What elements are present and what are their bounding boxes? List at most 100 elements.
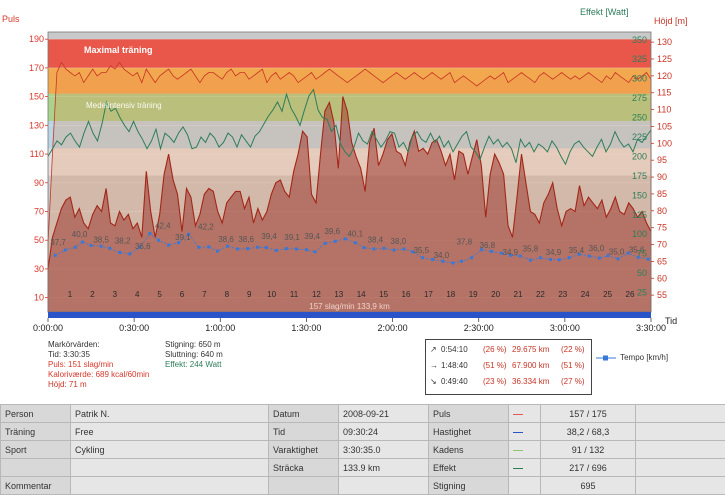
height-axis-label: Höjd [m] — [654, 16, 688, 26]
effect-tick-label: 325 — [632, 54, 647, 64]
summary-stat-cell: 157 / 175 — [540, 404, 636, 423]
stats-pct2: (22 %) — [561, 345, 585, 354]
lap-number: 11 — [290, 290, 299, 299]
lap-number: 9 — [247, 290, 252, 299]
effect-tick-label: 225 — [632, 132, 647, 142]
tempo-point — [294, 247, 298, 251]
tempo-label: 38,5 — [93, 235, 109, 244]
climb-text: Stigning: 650 m — [165, 340, 221, 349]
tempo-legend-icon — [596, 355, 616, 361]
effect-tick-label: 50 — [637, 268, 647, 278]
lap-number: 12 — [312, 290, 321, 299]
stats-pct: (23 %) — [483, 377, 507, 386]
tempo-label: 40,1 — [347, 229, 363, 238]
marker-height: Höjd: 71 m — [48, 380, 87, 389]
height-tick-label: 105 — [657, 121, 672, 131]
summary-label-cell: Stigning — [428, 476, 509, 495]
summary-label-cell: Tid — [268, 422, 339, 441]
tempo-legend: Tempo [km/h] — [596, 353, 668, 362]
height-tick-label: 55 — [657, 290, 667, 300]
summary-value-cell — [70, 476, 269, 495]
x-tick-label: 0:00:00 — [33, 323, 63, 333]
height-tick-label: 70 — [657, 240, 667, 250]
height-tick-label: 60 — [657, 273, 667, 283]
tempo-point — [577, 252, 581, 256]
tempo-point — [256, 245, 260, 249]
tempo-point — [402, 247, 406, 251]
height-tick-label: 65 — [657, 256, 667, 266]
summary-table: Person Patrik N. Datum 2008-09-21 Puls 157 / … — [0, 404, 725, 495]
summary-stat-cell: 91 / 132 — [540, 440, 636, 459]
height-tick-label: 100 — [657, 138, 672, 148]
tempo-point — [459, 259, 463, 263]
summary-label-cell: Hastighet — [428, 422, 509, 441]
summary-row: Kommentar Stigning 695 — [0, 476, 725, 495]
stats-dist: 29.675 km — [512, 345, 550, 354]
height-tick-label: 110 — [657, 105, 671, 115]
summary-value-cell: 3:30:35.0 — [338, 440, 429, 459]
zone-band — [48, 39, 651, 68]
zone-label: Medelintensiv träning — [86, 101, 162, 110]
effect-text: Effekt: 244 Watt — [165, 360, 222, 369]
lap-number: 15 — [379, 290, 388, 299]
summary-label-cell: Sträcka — [268, 458, 339, 477]
tempo-label: 36,0 — [589, 244, 605, 253]
stats-time: 0:49:40 — [441, 377, 468, 386]
effect-tick-label: 200 — [632, 151, 647, 161]
tempo-point — [431, 258, 435, 261]
height-tick-label: 75 — [657, 223, 667, 233]
height-tick-label: 120 — [657, 71, 672, 81]
lap-number: 10 — [267, 290, 276, 299]
arrow-right-icon: → — [430, 361, 438, 370]
training-chart: 37,7 40,0 38,5 38,2 36,6 42,4 39,1 42,2 38,6 38,6… — [2, 7, 688, 333]
tempo-point — [372, 247, 376, 251]
height-tick-label: 85 — [657, 189, 667, 199]
tempo-point — [470, 256, 474, 260]
stats-row-flat: → 1:48:40 (51 %) 67.900 km (51 %) — [426, 361, 591, 373]
tempo-point — [246, 247, 250, 251]
tempo-label: 42,4 — [155, 222, 171, 231]
pulse-area — [48, 96, 651, 312]
summary-row: Sträcka 133.9 km Effekt 217 / 696 — [0, 458, 725, 477]
lap-number: 5 — [157, 290, 162, 299]
tempo-label: 36,8 — [480, 241, 496, 250]
tempo-point — [63, 248, 67, 252]
summary-empty-cell — [635, 476, 725, 495]
lap-number: 24 — [581, 290, 590, 299]
summary-color-marker — [508, 476, 541, 495]
stats-row-down: ↘ 0:49:40 (23 %) 36.334 km (27 %) — [426, 377, 591, 389]
tempo-point — [148, 232, 152, 236]
tempo-label: 35,4 — [569, 246, 585, 255]
summary-value-cell — [338, 476, 429, 495]
lap-number: 17 — [424, 290, 433, 299]
tempo-point — [392, 248, 396, 252]
height-tick-label: 90 — [657, 172, 667, 182]
lap-number: 19 — [469, 290, 478, 299]
stats-pct: (51 %) — [483, 361, 507, 370]
summary-value-cell: 2008-09-21 — [338, 404, 429, 423]
stats-time: 1:48:40 — [441, 361, 468, 370]
tempo-label: 39,4 — [261, 232, 277, 241]
x-tick-label: 3:30:00 — [636, 323, 666, 333]
y-tick-label: 90 — [34, 178, 44, 188]
marker-pulse: Puls: 151 slag/min — [48, 360, 114, 369]
tempo-point — [518, 254, 522, 258]
y-tick-label: 10 — [34, 293, 44, 303]
summary-label-cell: Kadens — [428, 440, 509, 459]
summary-value-cell: Free — [70, 422, 269, 441]
tempo-point — [80, 240, 84, 244]
height-tick-label: 125 — [657, 54, 672, 64]
lap-number: 21 — [514, 290, 523, 299]
stats-time: 0:54:10 — [441, 345, 468, 354]
stats-pct: (26 %) — [483, 345, 507, 354]
height-tick-label: 115 — [657, 88, 671, 98]
tempo-point — [274, 248, 278, 252]
tempo-point — [567, 256, 571, 260]
tempo-label: 39,6 — [324, 227, 340, 236]
lap-number: 23 — [558, 290, 567, 299]
summary-label-cell: Träning — [0, 422, 71, 441]
marker-time: Tid: 3:30:35 — [48, 350, 90, 359]
y-tick-label: 150 — [29, 92, 44, 102]
stats-pct2: (51 %) — [561, 361, 585, 370]
tempo-point — [500, 251, 504, 255]
